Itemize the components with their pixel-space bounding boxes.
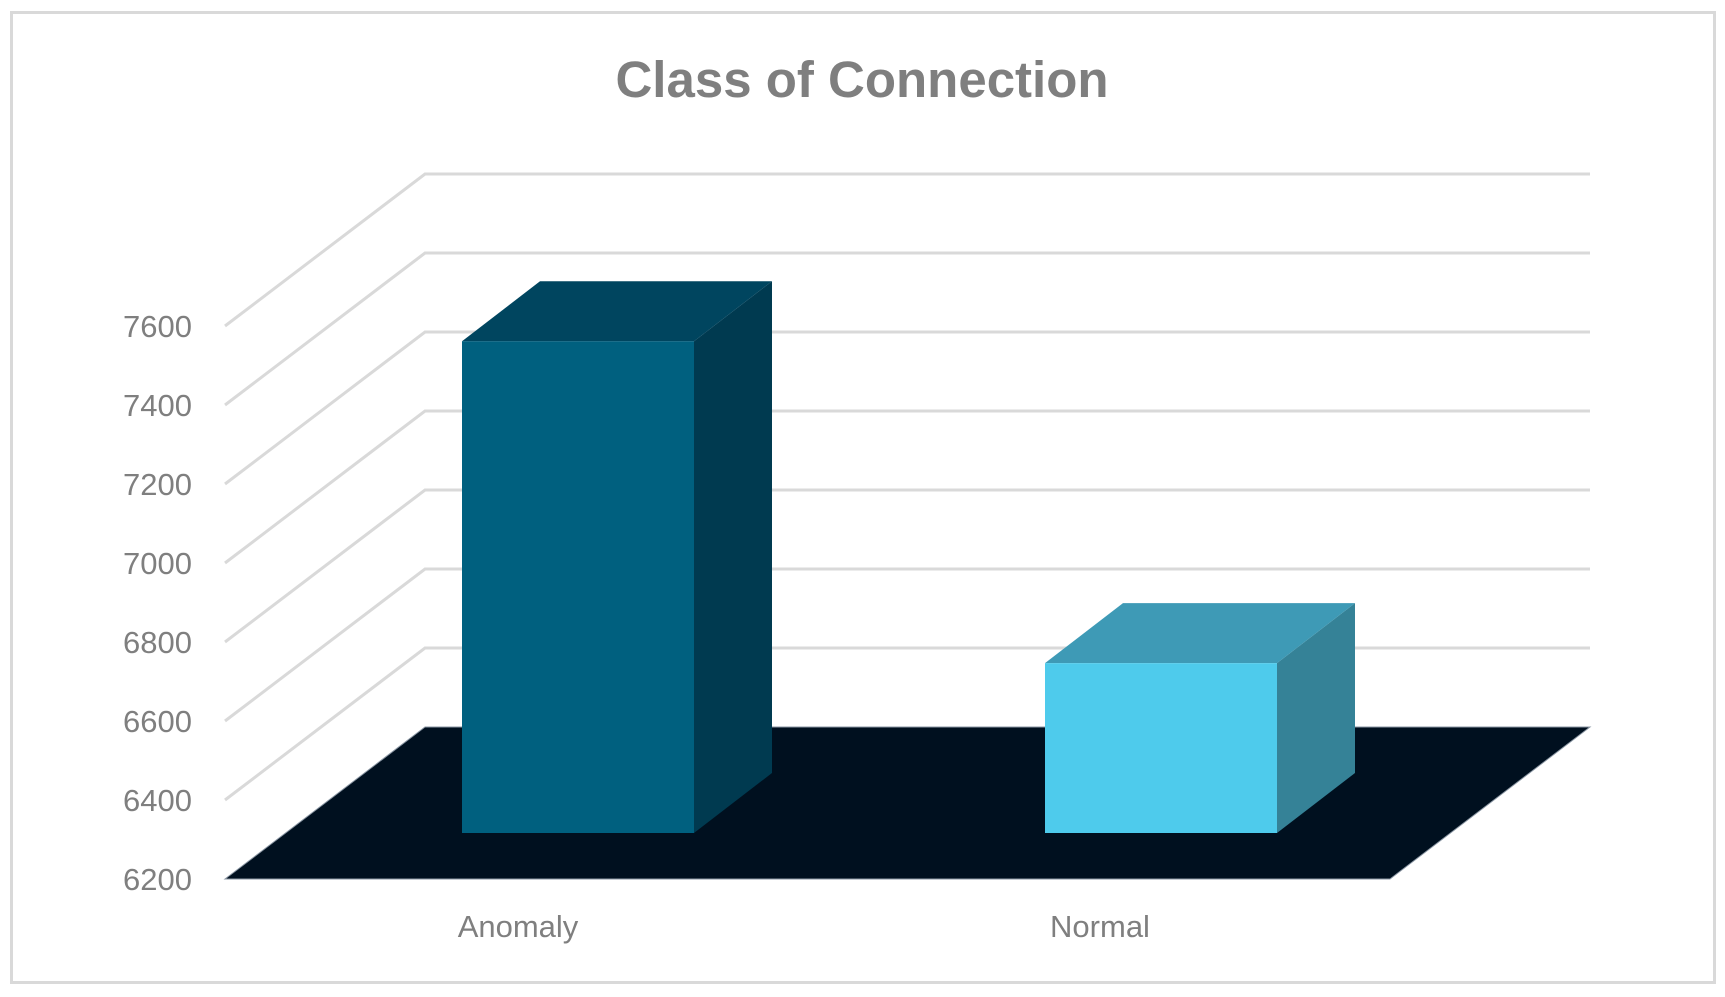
x-tick-label-normal: Normal: [1050, 909, 1150, 944]
x-tick-label-anomaly: Anomaly: [458, 909, 579, 944]
gridline: [224, 172, 1590, 328]
bar-side-face: [1277, 603, 1355, 833]
gridline: [224, 567, 1590, 723]
y-tick-label: 7400: [123, 388, 192, 423]
gridline: [224, 488, 1590, 644]
gridline: [224, 330, 1590, 486]
chart-floor: [223, 726, 1592, 880]
bar-side-face: [694, 281, 772, 834]
gridline: [224, 251, 1590, 407]
chart-title: Class of Connection: [615, 51, 1108, 108]
bar-top-face: [462, 281, 772, 342]
bar-anomaly[interactable]: [462, 281, 772, 834]
bar-front-face: [1045, 663, 1277, 833]
gridline: [224, 409, 1590, 565]
y-tick-label: 6400: [123, 783, 192, 818]
bar-top-face: [1045, 603, 1355, 664]
bar-normal[interactable]: [1045, 603, 1355, 833]
y-tick-label: 6800: [123, 625, 192, 660]
y-axis-labels: 6200 6400 6600 6800 7000 7200 7400 7600: [123, 309, 192, 897]
gridlines: [224, 172, 1590, 802]
y-tick-label: 7000: [123, 546, 192, 581]
y-tick-label: 7600: [123, 309, 192, 344]
bars: [462, 281, 1355, 834]
y-tick-label: 6600: [123, 704, 192, 739]
x-axis-labels: Anomaly Normal: [458, 909, 1150, 944]
y-tick-label: 6200: [123, 862, 192, 897]
y-tick-label: 7200: [123, 467, 192, 502]
bar-front-face: [462, 341, 694, 833]
floor-plane: [223, 726, 1592, 880]
